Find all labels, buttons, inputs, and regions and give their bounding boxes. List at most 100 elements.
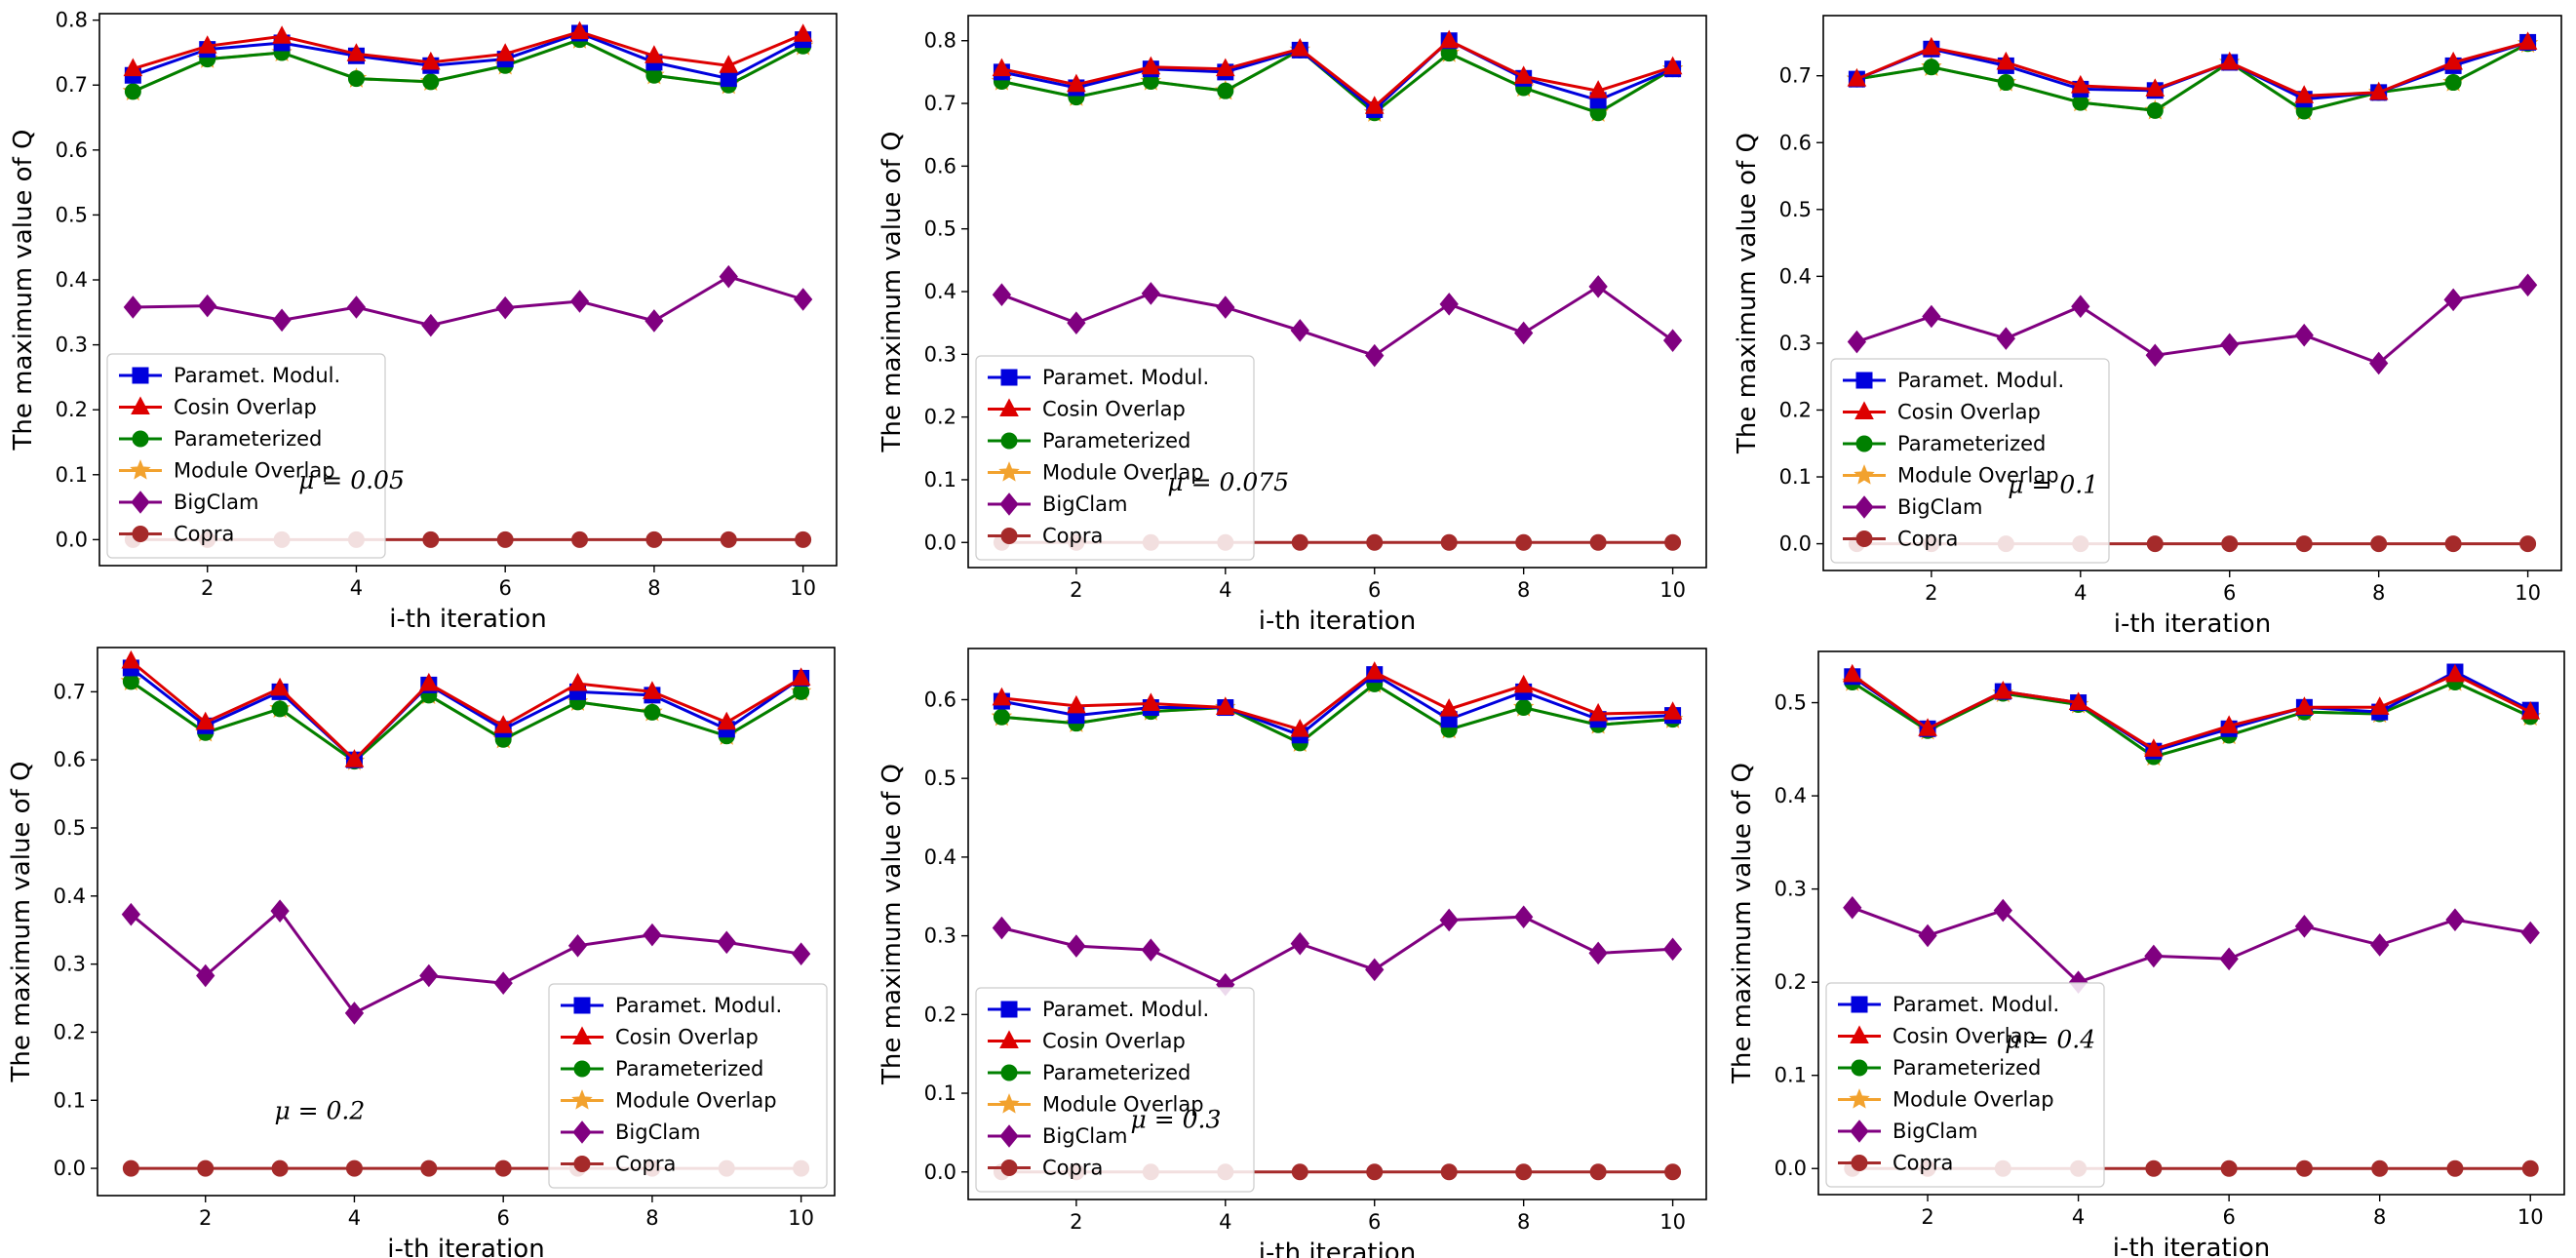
legend-label: BigClam bbox=[615, 1120, 700, 1144]
data-point bbox=[495, 295, 515, 320]
y-tick-label: 0.2 bbox=[56, 398, 88, 421]
data-point bbox=[1515, 533, 1533, 551]
data-point bbox=[644, 309, 664, 333]
y-tick-label: 0.4 bbox=[924, 845, 956, 869]
legend-box bbox=[1830, 358, 2110, 564]
data-point bbox=[1439, 293, 1459, 316]
data-point bbox=[422, 531, 440, 548]
series-line bbox=[1855, 40, 2528, 98]
legend-label: Paramet. Modul. bbox=[174, 364, 340, 387]
data-point bbox=[2294, 696, 2315, 715]
data-point bbox=[992, 283, 1012, 307]
chart-panel-5: 2 4 6 8 10 0.0 0.1 0.2 0.3 0.4 0.5 0.6 i-th iteratio… bbox=[878, 648, 1707, 1258]
data-point bbox=[791, 667, 811, 686]
data-point bbox=[2443, 288, 2463, 312]
legend-marker bbox=[999, 1124, 1019, 1148]
legend-marker bbox=[1000, 432, 1018, 450]
data-point bbox=[1588, 702, 1608, 722]
data-point bbox=[2445, 663, 2465, 683]
data-point bbox=[2144, 944, 2164, 968]
chart-panel-1: 2 4 6 8 10 0.0 0.1 0.2 0.3 0.4 0.5 0.6 0.7 0.8 i-th it… bbox=[9, 9, 838, 634]
chart-panel-3: 2 4 6 8 10 0.0 0.1 0.2 0.3 0.4 0.5 0.6 0.7 i-th itera… bbox=[1733, 15, 2562, 639]
data-point bbox=[1842, 663, 1862, 683]
data-point bbox=[645, 531, 663, 548]
y-tick-label: 0.3 bbox=[924, 342, 956, 366]
legend-box bbox=[1825, 982, 2105, 1188]
data-point bbox=[2145, 343, 2165, 368]
data-point bbox=[2295, 535, 2313, 553]
data-point bbox=[2145, 1160, 2163, 1177]
legend-marker bbox=[1854, 495, 1874, 519]
data-point bbox=[644, 703, 661, 721]
y-tick-label: 0.0 bbox=[924, 531, 956, 554]
data-point bbox=[569, 20, 590, 40]
legend-marker bbox=[573, 997, 591, 1014]
series-cosin-overlap bbox=[992, 661, 1683, 737]
legend-label: Copra bbox=[1042, 1157, 1103, 1180]
y-tick-label: 0.5 bbox=[924, 217, 956, 241]
y-tick-label: 0.5 bbox=[924, 767, 956, 790]
data-point bbox=[1515, 699, 1533, 717]
series-line bbox=[1855, 283, 2528, 366]
x-axis-label: i-th iteration bbox=[387, 1235, 544, 1258]
series-line bbox=[132, 30, 804, 71]
data-point bbox=[1513, 65, 1534, 84]
data-point bbox=[1993, 898, 2012, 923]
data-point bbox=[1365, 343, 1385, 368]
y-tick-label: 0.4 bbox=[54, 885, 86, 908]
data-point bbox=[1364, 96, 1385, 114]
y-tick-label: 0.8 bbox=[924, 29, 956, 53]
data-point bbox=[2219, 715, 2239, 733]
data-point bbox=[1439, 698, 1460, 717]
x-tick-label: 6 bbox=[2222, 1205, 2235, 1229]
x-tick-label: 8 bbox=[647, 576, 660, 600]
data-point bbox=[567, 933, 588, 958]
legend-label: Cosin Overlap bbox=[1042, 1030, 1186, 1053]
y-tick-label: 0.3 bbox=[56, 334, 88, 357]
series-line bbox=[1856, 42, 2529, 113]
y-tick-label: 0.8 bbox=[56, 9, 88, 32]
data-point bbox=[793, 288, 813, 311]
series-line bbox=[130, 908, 801, 1015]
data-point bbox=[2145, 78, 2166, 97]
legend-marker bbox=[132, 526, 149, 542]
data-point bbox=[2520, 701, 2541, 720]
data-point bbox=[2370, 535, 2388, 553]
x-tick-label: 10 bbox=[1659, 578, 1686, 602]
data-point bbox=[2294, 85, 2315, 103]
data-point bbox=[1067, 694, 1086, 714]
y-tick-label: 0.5 bbox=[1775, 691, 1807, 715]
series-bigclam bbox=[992, 275, 1683, 368]
series-bigclam bbox=[1847, 273, 2538, 375]
y-tick-label: 0.4 bbox=[56, 268, 88, 292]
y-tick-label: 0.0 bbox=[1779, 532, 1812, 556]
data-point bbox=[422, 73, 440, 91]
data-point bbox=[271, 700, 289, 718]
y-axis-label: The maximum value of Q bbox=[1733, 133, 1762, 454]
legend-marker bbox=[572, 1026, 592, 1044]
series-line bbox=[1001, 670, 1673, 731]
data-point bbox=[494, 1160, 512, 1177]
series-cosin-overlap bbox=[1842, 663, 2541, 757]
data-point bbox=[2219, 947, 2239, 971]
data-point bbox=[1662, 329, 1683, 352]
y-tick-label: 0.1 bbox=[1775, 1064, 1807, 1087]
data-point bbox=[197, 35, 217, 54]
data-point bbox=[1067, 73, 1086, 93]
x-axis-label: i-th iteration bbox=[2113, 1234, 2270, 1258]
data-point bbox=[1918, 924, 1937, 948]
data-point bbox=[2443, 51, 2463, 70]
series-line bbox=[130, 666, 802, 763]
legend-marker bbox=[132, 430, 149, 448]
legend-label: Copra bbox=[174, 523, 234, 546]
data-point bbox=[270, 677, 290, 696]
legend-label: Module Overlap bbox=[1893, 1088, 2054, 1112]
y-tick-label: 0.1 bbox=[1779, 465, 1812, 489]
legend-marker bbox=[998, 1093, 1020, 1114]
x-axis-label: i-th iteration bbox=[1259, 1238, 1416, 1258]
legend-marker bbox=[1855, 372, 1873, 389]
data-point bbox=[2294, 915, 2315, 938]
data-point bbox=[2444, 74, 2462, 92]
data-point bbox=[569, 290, 590, 313]
data-point bbox=[198, 294, 217, 318]
